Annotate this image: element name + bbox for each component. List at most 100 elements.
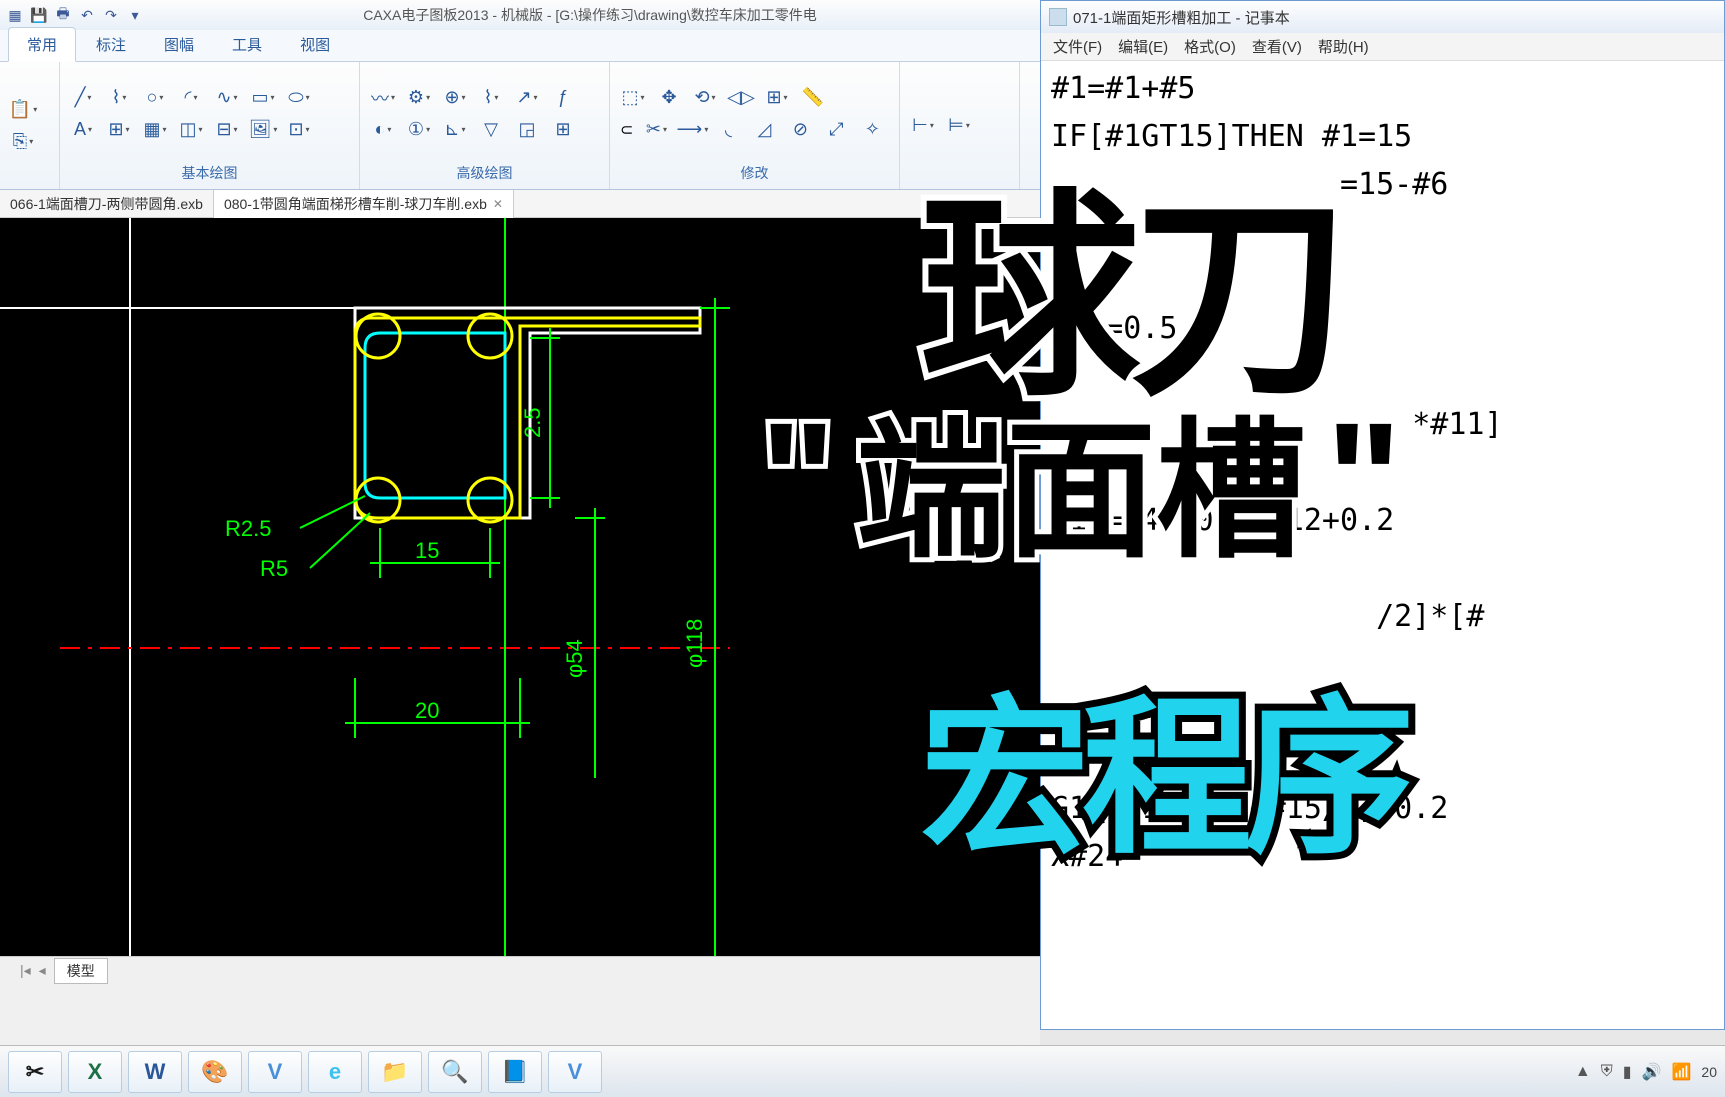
notepad-content[interactable]: #1=#1+#5 IF[#1GT15]THEN #1=15 =15-#6 #15… <box>1041 61 1724 885</box>
ribbon-group-adv-draw: 〰 ⚙ ⊕ ⌇ ↗ ƒ ◐ ① ⊾ ▽ ◲ ⊞ 高级绘图 <box>360 62 610 189</box>
taskbar-app-2[interactable]: W <box>128 1051 182 1093</box>
arc-tool[interactable]: ◜ <box>178 85 204 111</box>
point-tool[interactable]: ⊡ <box>286 117 312 143</box>
rect-tool[interactable]: ▭ <box>250 85 276 111</box>
notepad-titlebar: 071-1端面矩形槽粗加工 - 记事本 <box>1041 1 1724 33</box>
taskbar-app-9[interactable]: V <box>548 1051 602 1093</box>
formula-tool[interactable]: ƒ <box>550 85 576 111</box>
tray-network-icon[interactable]: 📶 <box>1672 1062 1692 1082</box>
tab-nav-first[interactable]: |◂ <box>20 962 31 979</box>
tray-volume-icon[interactable]: 🔊 <box>1642 1062 1662 1082</box>
ribbon: 📋 ⎘ ╱ ⌇ ○ ◜ ∿ ▭ ⬭ A ⊞ ▦ ◫ <box>0 62 1040 190</box>
paste-button[interactable]: 📋 <box>10 97 36 123</box>
measure-tool[interactable]: 📏 <box>800 85 826 111</box>
symbol-tool[interactable]: ◐ <box>370 117 396 143</box>
tol-tool[interactable]: ⊞ <box>550 117 576 143</box>
doc-tab-066[interactable]: 066-1端面槽刀-两侧带圆角.exb <box>0 190 214 218</box>
datum-tool[interactable]: ◲ <box>514 117 540 143</box>
taskbar-app-0[interactable]: ✂ <box>8 1051 62 1093</box>
taskbar-app-3[interactable]: 🎨 <box>188 1051 242 1093</box>
image-tool[interactable]: 🖼 <box>250 117 276 143</box>
ribbon-tab-view[interactable]: 视图 <box>282 28 348 61</box>
move-tool[interactable]: ✥ <box>656 85 682 111</box>
taskbar-app-4[interactable]: V <box>248 1051 302 1093</box>
spring-tool[interactable]: ⌇ <box>478 85 504 111</box>
menu-format[interactable]: 格式(O) <box>1178 34 1242 59</box>
select-tool[interactable]: ⬚ <box>620 85 646 111</box>
cad-canvas[interactable]: 15 20 2.5 φ54 φ118 R2.5 <box>0 218 1040 956</box>
table-tool[interactable]: ⊟ <box>214 117 240 143</box>
weld-tool[interactable]: ⊾ <box>442 117 468 143</box>
ribbon-group-dim: ⊢ ⊨ <box>900 62 1020 189</box>
line-tool[interactable]: ╱ <box>70 85 96 111</box>
taskbar-app-6[interactable]: 📁 <box>368 1051 422 1093</box>
arrow-tool[interactable]: ↗ <box>514 85 540 111</box>
trim-tool[interactable]: ✂ <box>643 117 669 143</box>
model-tab[interactable]: 模型 <box>54 958 108 984</box>
dim-linear[interactable]: ⊢ <box>910 113 936 139</box>
dim-phi54: φ54 <box>562 639 587 678</box>
block-tool[interactable]: ◫ <box>178 117 204 143</box>
cad-titlebar: ▦ 💾 🖶 ↶ ↷ ▾ CAXA电子图板2013 - 机械版 - [G:\操作练… <box>0 0 1040 30</box>
dim-2p5: 2.5 <box>520 407 545 438</box>
wave-tool[interactable]: 〰 <box>370 85 396 111</box>
menu-file[interactable]: 文件(F) <box>1047 34 1108 59</box>
dim-15: 15 <box>415 538 439 563</box>
menu-view[interactable]: 查看(V) <box>1246 34 1308 59</box>
copy-button[interactable]: ⎘ <box>10 129 36 155</box>
taskbar-apps: ✂XW🎨Ve📁🔍📘V <box>8 1051 602 1093</box>
text-tool[interactable]: A <box>70 117 96 143</box>
qat-save-icon[interactable]: 💾 <box>29 5 49 25</box>
document-tabs: 066-1端面槽刀-两侧带圆角.exb 080-1带圆角端面梯形槽车削-球刀车削… <box>0 190 1040 218</box>
qat-new-icon[interactable]: ▦ <box>5 5 25 25</box>
menu-edit[interactable]: 编辑(E) <box>1112 34 1174 59</box>
fillet-tool[interactable]: ◟ <box>715 117 741 143</box>
qat-dropdown-icon[interactable]: ▾ <box>125 5 145 25</box>
rough-tool[interactable]: ▽ <box>478 117 504 143</box>
bolt-tool[interactable]: ⊕ <box>442 85 468 111</box>
mirror-tool[interactable]: ◁▷ <box>728 85 754 111</box>
tray-time[interactable]: 20 <box>1701 1064 1717 1080</box>
break-tool[interactable]: ⊘ <box>787 117 813 143</box>
offset-tool[interactable]: ⊂ <box>620 120 633 140</box>
ribbon-tab-tools[interactable]: 工具 <box>214 28 280 61</box>
tray-battery-icon[interactable]: ▮ <box>1623 1062 1632 1082</box>
mtext-tool[interactable]: ⊞ <box>106 117 132 143</box>
tab-nav-prev[interactable]: ◂ <box>39 962 46 979</box>
dim-align[interactable]: ⊨ <box>946 113 972 139</box>
ribbon-tab-sheet[interactable]: 图幅 <box>146 28 212 61</box>
ribbon-tab-annotate[interactable]: 标注 <box>78 28 144 61</box>
model-tab-bar: |◂ ◂ 模型 <box>0 956 1040 984</box>
qat-print-icon[interactable]: 🖶 <box>53 5 73 25</box>
tray-action-icon[interactable]: ⛨ <box>1601 1063 1613 1081</box>
tray-up-icon[interactable]: ▲ <box>1575 1063 1591 1081</box>
taskbar-app-5[interactable]: e <box>308 1051 362 1093</box>
group-label-basic: 基本绘图 <box>70 159 349 183</box>
qat-redo-icon[interactable]: ↷ <box>101 5 121 25</box>
ribbon-tab-common[interactable]: 常用 <box>8 27 76 62</box>
qat-undo-icon[interactable]: ↶ <box>77 5 97 25</box>
ellipse-tool[interactable]: ⬭ <box>286 85 312 111</box>
taskbar-app-8[interactable]: 📘 <box>488 1051 542 1093</box>
polyline-tool[interactable]: ⌇ <box>106 85 132 111</box>
doc-close-icon[interactable]: ✕ <box>493 197 503 211</box>
explode-tool[interactable]: ✧ <box>859 117 885 143</box>
menu-help[interactable]: 帮助(H) <box>1312 34 1375 59</box>
spline-tool[interactable]: ∿ <box>214 85 240 111</box>
extend-tool[interactable]: ⟶ <box>679 117 705 143</box>
doc-tab-label: 066-1端面槽刀-两侧带圆角.exb <box>10 194 203 214</box>
array-tool[interactable]: ⊞ <box>764 85 790 111</box>
hatch-tool[interactable]: ▦ <box>142 117 168 143</box>
ribbon-tabs: 常用 标注 图幅 工具 视图 <box>0 30 1040 62</box>
scale-tool[interactable]: ⤢ <box>823 117 849 143</box>
circle-tool[interactable]: ○ <box>142 85 168 111</box>
rotate-tool[interactable]: ⟲ <box>692 85 718 111</box>
doc-tab-080[interactable]: 080-1带圆角端面梯形槽车削-球刀车削.exb ✕ <box>214 190 514 218</box>
ribbon-group-basic-draw: ╱ ⌇ ○ ◜ ∿ ▭ ⬭ A ⊞ ▦ ◫ ⊟ 🖼 ⊡ 基 <box>60 62 360 189</box>
gear-tool[interactable]: ⚙ <box>406 85 432 111</box>
notepad-menubar: 文件(F) 编辑(E) 格式(O) 查看(V) 帮助(H) <box>1041 33 1724 61</box>
taskbar-app-1[interactable]: X <box>68 1051 122 1093</box>
taskbar-app-7[interactable]: 🔍 <box>428 1051 482 1093</box>
chamfer-tool[interactable]: ◿ <box>751 117 777 143</box>
balloon-tool[interactable]: ① <box>406 117 432 143</box>
